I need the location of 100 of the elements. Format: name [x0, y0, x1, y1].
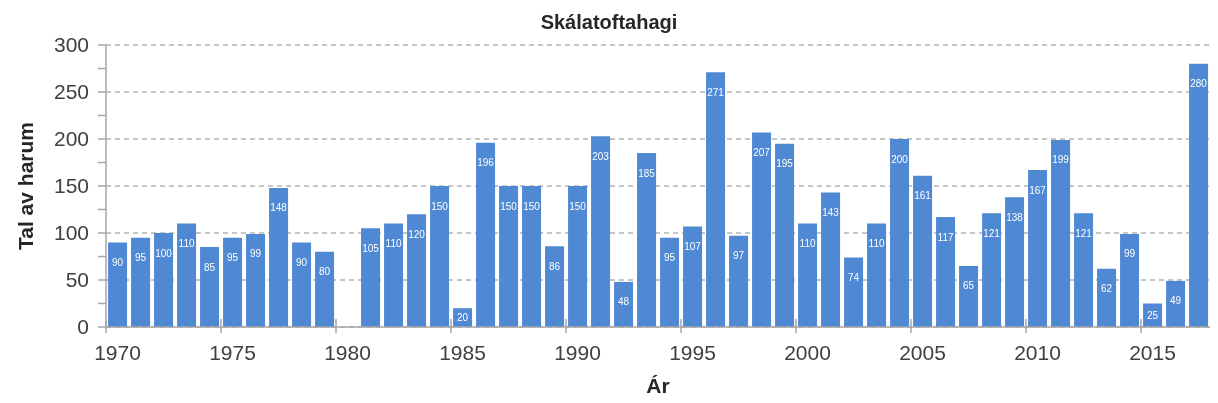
data-label: 20	[457, 312, 469, 324]
bar	[177, 223, 197, 327]
y-tick-label: 0	[77, 315, 89, 339]
bar	[407, 214, 427, 327]
y-axis-title: Tal av harum	[13, 122, 37, 250]
bar	[545, 246, 565, 327]
data-label: 143	[822, 207, 840, 219]
bar	[821, 192, 841, 327]
bar	[522, 186, 542, 327]
data-label: 110	[178, 238, 195, 250]
data-label: 105	[362, 242, 380, 254]
data-label: 167	[1029, 184, 1047, 196]
data-label: 48	[618, 296, 630, 308]
data-label: 110	[868, 238, 885, 250]
chart-title: Skálatoftahagi	[539, 10, 679, 34]
data-label: 95	[135, 252, 147, 264]
data-label: 110	[799, 238, 816, 250]
bar	[292, 242, 312, 327]
bar	[384, 223, 404, 327]
x-tick-label: 2000	[784, 340, 831, 364]
data-label: 117	[937, 231, 954, 243]
bar	[660, 237, 680, 327]
data-label: 107	[684, 240, 702, 252]
bar	[361, 228, 381, 327]
bar	[315, 251, 335, 327]
data-label: 196	[477, 157, 495, 169]
bar	[223, 237, 243, 327]
data-label: 150	[500, 200, 518, 212]
bar	[1120, 233, 1140, 327]
y-tick-label: 50	[65, 268, 89, 292]
data-label: 110	[385, 238, 402, 250]
data-label: 161	[914, 190, 932, 202]
x-tick-label: 1985	[439, 340, 486, 364]
data-label: 80	[319, 266, 331, 278]
data-label: 95	[664, 252, 676, 264]
data-label: 185	[638, 167, 656, 179]
x-tick-label: 2010	[1014, 340, 1061, 364]
bar	[1051, 139, 1071, 327]
bar	[1166, 280, 1186, 327]
data-label: 90	[296, 256, 308, 268]
bar	[430, 186, 450, 327]
x-tick-label: 1975	[209, 340, 256, 364]
bar	[959, 265, 979, 327]
bar	[798, 223, 818, 327]
data-label: 65	[963, 280, 975, 292]
data-label: 207	[753, 146, 771, 158]
bar	[476, 142, 496, 327]
data-label: 74	[848, 271, 860, 283]
bar	[1028, 170, 1048, 327]
data-label: 121	[983, 227, 1001, 239]
x-tick-label: 1980	[324, 340, 371, 364]
bar	[913, 175, 933, 327]
y-tick-label: 300	[53, 33, 89, 57]
x-tick-label: 1970	[94, 340, 141, 364]
data-label: 97	[733, 250, 745, 262]
data-label: 121	[1075, 227, 1093, 239]
data-label: 138	[1006, 211, 1024, 223]
data-label: 120	[408, 228, 426, 240]
bar	[844, 257, 864, 327]
data-label: 86	[549, 260, 561, 272]
bar	[1097, 268, 1117, 327]
data-label: 199	[1052, 154, 1070, 166]
bar	[499, 186, 519, 327]
bar	[1074, 213, 1094, 327]
y-tick-label: 150	[53, 174, 89, 198]
data-label: 62	[1101, 283, 1113, 295]
data-label: 49	[1170, 295, 1182, 307]
bar	[729, 235, 749, 327]
bar	[936, 217, 956, 327]
y-tick-label: 200	[53, 127, 89, 151]
bar	[614, 281, 634, 327]
bar	[591, 136, 611, 327]
bar	[706, 72, 726, 327]
x-tick-label: 2015	[1129, 340, 1176, 364]
data-label: 195	[776, 158, 794, 170]
bar	[982, 213, 1002, 327]
bar	[1005, 197, 1025, 327]
data-label: 150	[523, 200, 541, 212]
data-label: 200	[891, 153, 909, 165]
bar	[1189, 63, 1209, 327]
bar	[683, 226, 703, 327]
data-label: 271	[707, 86, 725, 98]
bar	[200, 247, 220, 327]
bar	[246, 233, 266, 327]
data-label: 90	[112, 256, 124, 268]
bar	[867, 223, 887, 327]
data-label: 150	[431, 200, 449, 212]
bar	[775, 143, 795, 327]
x-tick-label: 1995	[669, 340, 716, 364]
x-tick-label: 1990	[554, 340, 601, 364]
data-label: 25	[1147, 309, 1159, 321]
bar	[108, 242, 128, 327]
data-label: 95	[227, 252, 239, 264]
bar	[568, 186, 588, 327]
data-label: 99	[250, 248, 262, 260]
data-label: 150	[569, 200, 587, 212]
x-axis-title: Ár	[646, 373, 670, 397]
x-tick-label: 2005	[899, 340, 946, 364]
y-tick-label: 100	[53, 221, 89, 245]
bar	[154, 233, 174, 327]
